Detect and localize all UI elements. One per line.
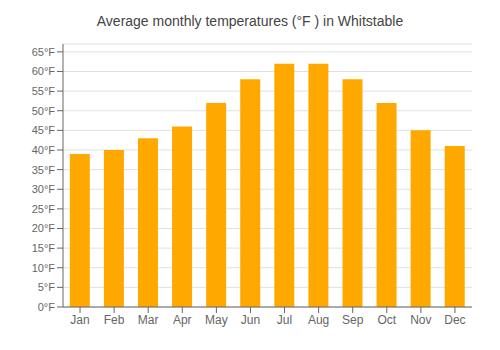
svg-text:Dec: Dec	[444, 313, 465, 327]
svg-text:60°F: 60°F	[32, 65, 56, 77]
svg-text:Aug: Aug	[308, 313, 329, 327]
svg-text:Sep: Sep	[342, 313, 364, 327]
svg-text:50°F: 50°F	[32, 105, 56, 117]
svg-text:40°F: 40°F	[32, 144, 56, 156]
svg-text:20°F: 20°F	[32, 222, 56, 234]
svg-text:0°F: 0°F	[38, 301, 56, 313]
svg-text:55°F: 55°F	[32, 85, 56, 97]
svg-text:25°F: 25°F	[32, 203, 56, 215]
svg-text:Jul: Jul	[277, 313, 292, 327]
svg-text:30°F: 30°F	[32, 183, 56, 195]
svg-text:Jun: Jun	[241, 313, 260, 327]
svg-text:35°F: 35°F	[32, 164, 56, 176]
svg-text:Apr: Apr	[173, 313, 192, 327]
svg-text:Oct: Oct	[377, 313, 396, 327]
svg-text:5°F: 5°F	[38, 281, 56, 293]
svg-text:Feb: Feb	[104, 313, 125, 327]
svg-text:15°F: 15°F	[32, 242, 56, 254]
svg-text:May: May	[205, 313, 228, 327]
svg-text:65°F: 65°F	[32, 46, 56, 58]
svg-text:Nov: Nov	[410, 313, 431, 327]
svg-text:Jan: Jan	[70, 313, 89, 327]
html-text:Average monthly temperatures (: Average monthly temperatures (°F ) in Wh…	[96, 13, 404, 29]
svg-text:10°F: 10°F	[32, 262, 56, 274]
svg-text:Mar: Mar	[138, 313, 159, 327]
svg-text:45°F: 45°F	[32, 124, 56, 136]
